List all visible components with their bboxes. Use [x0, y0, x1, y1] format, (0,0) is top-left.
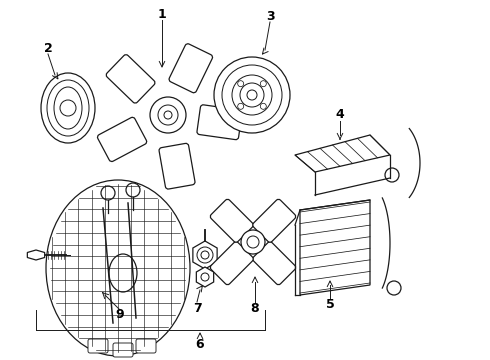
Polygon shape: [300, 200, 370, 295]
Circle shape: [201, 251, 209, 259]
Text: 1: 1: [158, 8, 167, 21]
Ellipse shape: [47, 80, 89, 136]
Circle shape: [385, 168, 399, 182]
Circle shape: [60, 100, 76, 116]
Ellipse shape: [54, 87, 82, 129]
FancyBboxPatch shape: [210, 199, 253, 242]
FancyBboxPatch shape: [253, 242, 296, 285]
Ellipse shape: [109, 254, 137, 292]
Text: 3: 3: [266, 9, 274, 22]
Circle shape: [387, 281, 401, 295]
Circle shape: [240, 83, 264, 107]
Ellipse shape: [46, 180, 190, 356]
Circle shape: [158, 105, 178, 125]
Text: 5: 5: [326, 298, 334, 311]
Polygon shape: [27, 250, 45, 260]
Circle shape: [238, 103, 244, 109]
Circle shape: [126, 183, 140, 197]
Circle shape: [214, 57, 290, 133]
Polygon shape: [193, 241, 217, 269]
Text: 8: 8: [251, 302, 259, 315]
FancyBboxPatch shape: [113, 343, 133, 357]
FancyBboxPatch shape: [169, 44, 213, 93]
Circle shape: [201, 273, 209, 281]
Ellipse shape: [41, 73, 95, 143]
Circle shape: [241, 230, 265, 254]
FancyBboxPatch shape: [210, 242, 253, 285]
Circle shape: [260, 103, 266, 109]
Circle shape: [101, 186, 115, 200]
Text: 6: 6: [196, 338, 204, 351]
Circle shape: [222, 65, 282, 125]
FancyBboxPatch shape: [159, 143, 195, 189]
Circle shape: [260, 81, 266, 87]
FancyBboxPatch shape: [88, 339, 108, 353]
Circle shape: [247, 236, 259, 248]
Circle shape: [232, 75, 272, 115]
Circle shape: [150, 97, 186, 133]
FancyBboxPatch shape: [98, 117, 147, 162]
Circle shape: [197, 247, 213, 263]
Text: 4: 4: [336, 108, 344, 122]
Text: 9: 9: [116, 309, 124, 321]
Circle shape: [238, 81, 244, 87]
FancyBboxPatch shape: [136, 339, 156, 353]
FancyBboxPatch shape: [253, 199, 296, 242]
Text: 7: 7: [193, 302, 201, 315]
Text: 2: 2: [44, 41, 52, 54]
FancyBboxPatch shape: [197, 105, 242, 140]
Polygon shape: [295, 135, 390, 172]
Polygon shape: [196, 267, 214, 287]
FancyBboxPatch shape: [106, 55, 155, 103]
Circle shape: [164, 111, 172, 119]
Circle shape: [247, 90, 257, 100]
